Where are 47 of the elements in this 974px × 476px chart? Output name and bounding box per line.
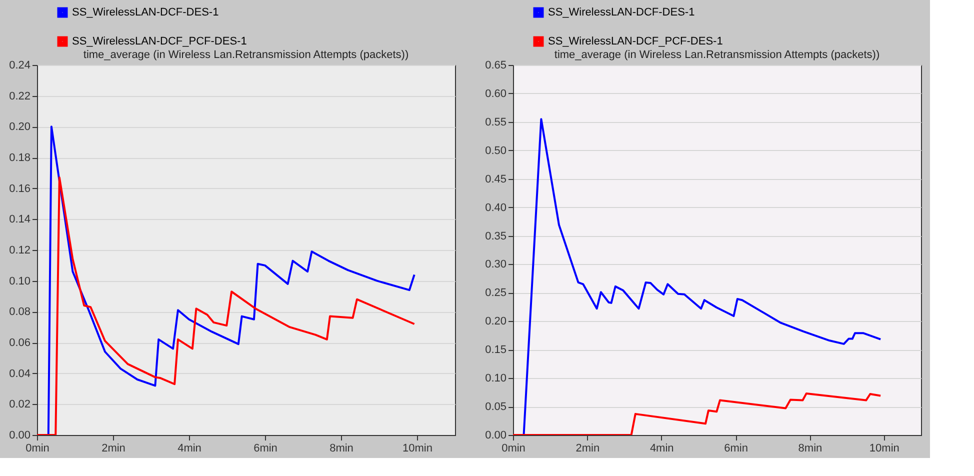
x-tick-label: 10min bbox=[402, 442, 432, 454]
y-tick-label: 0.60 bbox=[485, 88, 506, 100]
y-tick-label: 0.15 bbox=[485, 344, 506, 356]
y-tick-label: 0.10 bbox=[485, 372, 506, 385]
y-tick-label: 0.04 bbox=[9, 368, 30, 380]
x-tick-label: 4min bbox=[650, 442, 674, 454]
y-tick-label: 0.45 bbox=[485, 173, 506, 186]
y-tick-label: 0.65 bbox=[485, 60, 506, 72]
chart-title: time_average (in Wireless Lan.Retransmission Attempts (packets)) bbox=[554, 49, 880, 61]
chart-title: time_average (in Wireless Lan.Retransmission Attempts (packets)) bbox=[83, 49, 409, 61]
x-tick-label: 10min bbox=[869, 442, 900, 454]
y-tick-label: 0.40 bbox=[485, 202, 506, 214]
x-tick-label: 6min bbox=[724, 442, 748, 454]
x-tick-label: 8min bbox=[798, 442, 822, 454]
y-tick-label: 0.20 bbox=[9, 121, 30, 134]
legend-label: SS_WirelessLAN-DCF-DES-1 bbox=[72, 6, 219, 18]
y-tick-label: 0.00 bbox=[485, 430, 506, 442]
y-tick-label: 0.14 bbox=[9, 214, 30, 226]
y-tick-label: 0.18 bbox=[9, 152, 30, 164]
x-tick-label: 2min bbox=[102, 442, 126, 454]
y-tick-label: 0.24 bbox=[9, 60, 30, 72]
y-tick-label: 0.12 bbox=[9, 244, 30, 256]
x-tick-label: 0min bbox=[502, 442, 526, 454]
y-tick-label: 0.25 bbox=[485, 287, 506, 300]
y-tick-label: 0.16 bbox=[9, 182, 30, 195]
y-tick-label: 0.10 bbox=[9, 275, 30, 288]
y-tick-label: 0.20 bbox=[485, 316, 506, 328]
line-series bbox=[37, 176, 416, 435]
x-tick-label: 8min bbox=[330, 442, 354, 454]
y-tick-label: 0.06 bbox=[9, 337, 30, 349]
y-tick-label: 0.35 bbox=[485, 230, 506, 242]
legend-label: SS_WirelessLAN-DCF-DES-1 bbox=[548, 6, 695, 18]
legend-label: SS_WirelessLAN-DCF_PCF-DES-1 bbox=[548, 36, 723, 48]
y-tick-label: 0.30 bbox=[485, 258, 506, 271]
y-tick-label: 0.22 bbox=[9, 90, 30, 102]
x-tick-label: 0min bbox=[26, 442, 50, 454]
y-tick-label: 0.02 bbox=[9, 398, 30, 411]
y-tick-label: 0.08 bbox=[9, 306, 30, 318]
y-tick-label: 0.50 bbox=[485, 144, 506, 157]
line-series bbox=[513, 392, 882, 435]
x-tick-label: 6min bbox=[254, 442, 278, 454]
x-tick-label: 4min bbox=[178, 442, 202, 454]
y-tick-label: 0.00 bbox=[9, 430, 30, 442]
legend-label: SS_WirelessLAN-DCF_PCF-DES-1 bbox=[72, 36, 247, 48]
y-tick-label: 0.05 bbox=[485, 401, 506, 414]
x-tick-label: 2min bbox=[576, 442, 600, 454]
y-tick-label: 0.55 bbox=[485, 116, 506, 128]
